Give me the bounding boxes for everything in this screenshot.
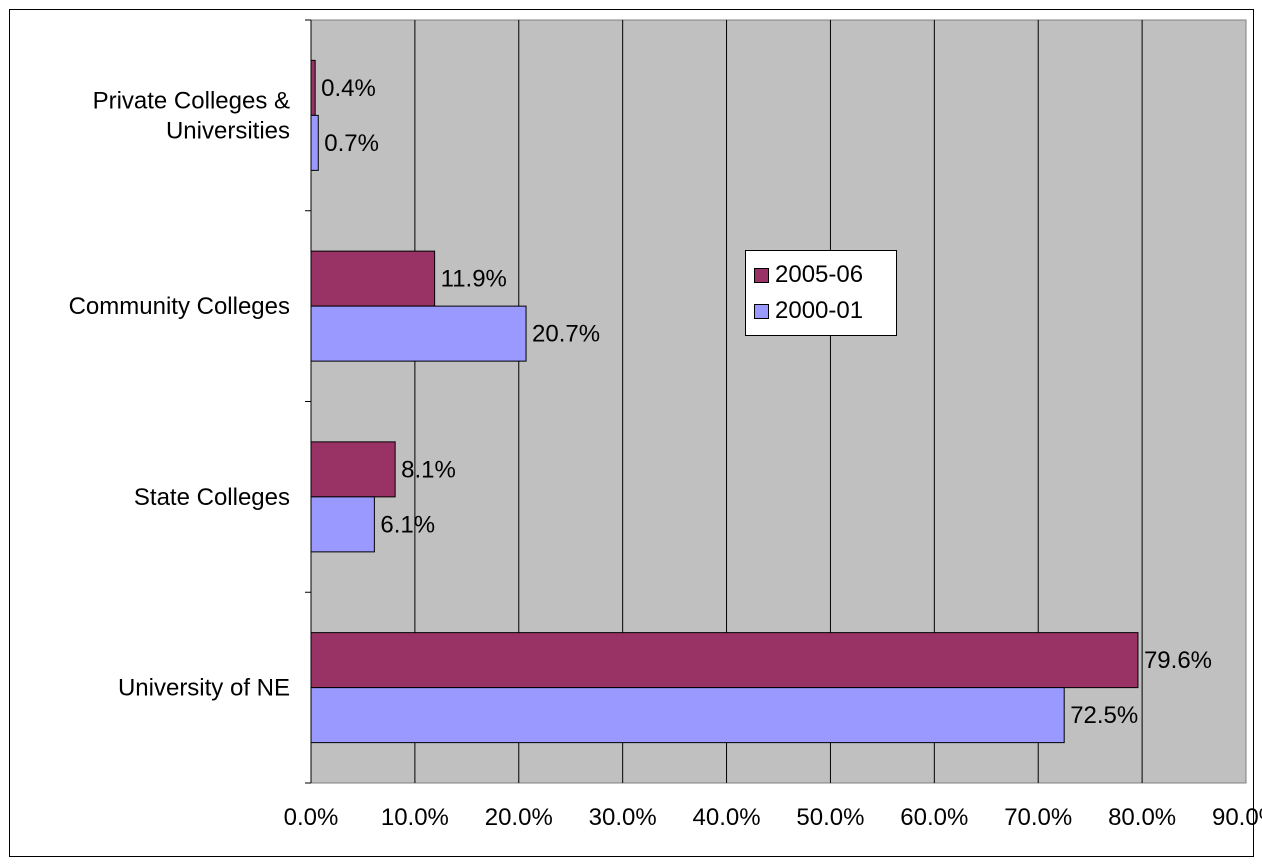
x-tick-label-3: 30.0% xyxy=(589,804,657,831)
category-label-0-line-1: Universities xyxy=(166,117,290,144)
x-tick-labels: 0.0% 10.0% 20.0% 30.0% 40.0% 50.0% 60.0% 70.0% 8… xyxy=(284,804,1262,831)
data-labels: 0.4% 0.7% 11.9% 20.7% 8.1% 6.1% 79.6% 72.5% xyxy=(321,75,1212,729)
data-label-2000-01-0: 0.7% xyxy=(324,130,379,157)
x-tick-label-8: 80.0% xyxy=(1108,804,1176,831)
x-tick-label-2: 20.0% xyxy=(485,804,553,831)
y-axis xyxy=(305,19,312,784)
bar-2005-06-2 xyxy=(310,441,396,498)
bar-2000-01-2 xyxy=(310,496,375,553)
category-label-0-line-0: Private Colleges & xyxy=(93,87,290,114)
bar-2005-06-3 xyxy=(310,632,1139,689)
x-tick-label-9: 90.0% xyxy=(1212,804,1262,831)
data-label-2000-01-2: 6.1% xyxy=(380,511,435,538)
category-label-2-line-0: State Colleges xyxy=(134,484,290,511)
legend-label-2000-01: 2000-01 xyxy=(775,297,864,324)
legend-swatch-2005-06 xyxy=(754,267,769,283)
category-label-3: University of NE xyxy=(118,675,290,702)
legend-item-2005-06: 2005-06 xyxy=(754,261,863,289)
legend-label-2005-06: 2005-06 xyxy=(775,261,864,288)
x-tick-label-4: 40.0% xyxy=(693,804,761,831)
data-label-2005-06-1: 11.9% xyxy=(441,266,507,293)
bar-2000-01-0 xyxy=(310,114,319,171)
x-tick-label-5: 50.0% xyxy=(796,804,864,831)
bar-2005-06-1 xyxy=(310,250,436,307)
legend-item-2000-01: 2000-01 xyxy=(754,297,863,325)
data-label-2005-06-0: 0.4% xyxy=(321,75,376,102)
category-label-2: State Colleges xyxy=(134,484,290,511)
category-label-1: Community Colleges xyxy=(69,293,290,320)
data-label-2005-06-3: 79.6% xyxy=(1144,647,1212,674)
category-labels: Private Colleges & Universities Community … xyxy=(69,87,290,701)
legend: 2005-06 2000-01 xyxy=(745,250,897,336)
x-tick-label-1: 10.0% xyxy=(381,804,449,831)
x-tick-label-6: 60.0% xyxy=(900,804,968,831)
x-tick-label-0: 0.0% xyxy=(284,804,339,831)
category-label-3-line-0: University of NE xyxy=(118,675,290,702)
bar-2005-06-0 xyxy=(310,59,316,116)
category-label-0: Private Colleges & Universities xyxy=(93,87,290,144)
legend-swatch-2000-01 xyxy=(754,303,769,319)
bar-2000-01-1 xyxy=(310,305,527,362)
category-label-1-line-0: Community Colleges xyxy=(69,293,290,320)
data-label-2000-01-3: 72.5% xyxy=(1070,702,1138,729)
data-label-2000-01-1: 20.7% xyxy=(532,321,600,348)
x-tick-label-7: 70.0% xyxy=(1004,804,1072,831)
data-label-2005-06-2: 8.1% xyxy=(401,456,456,483)
bar-2000-01-3 xyxy=(310,687,1065,744)
bars xyxy=(310,59,1139,744)
